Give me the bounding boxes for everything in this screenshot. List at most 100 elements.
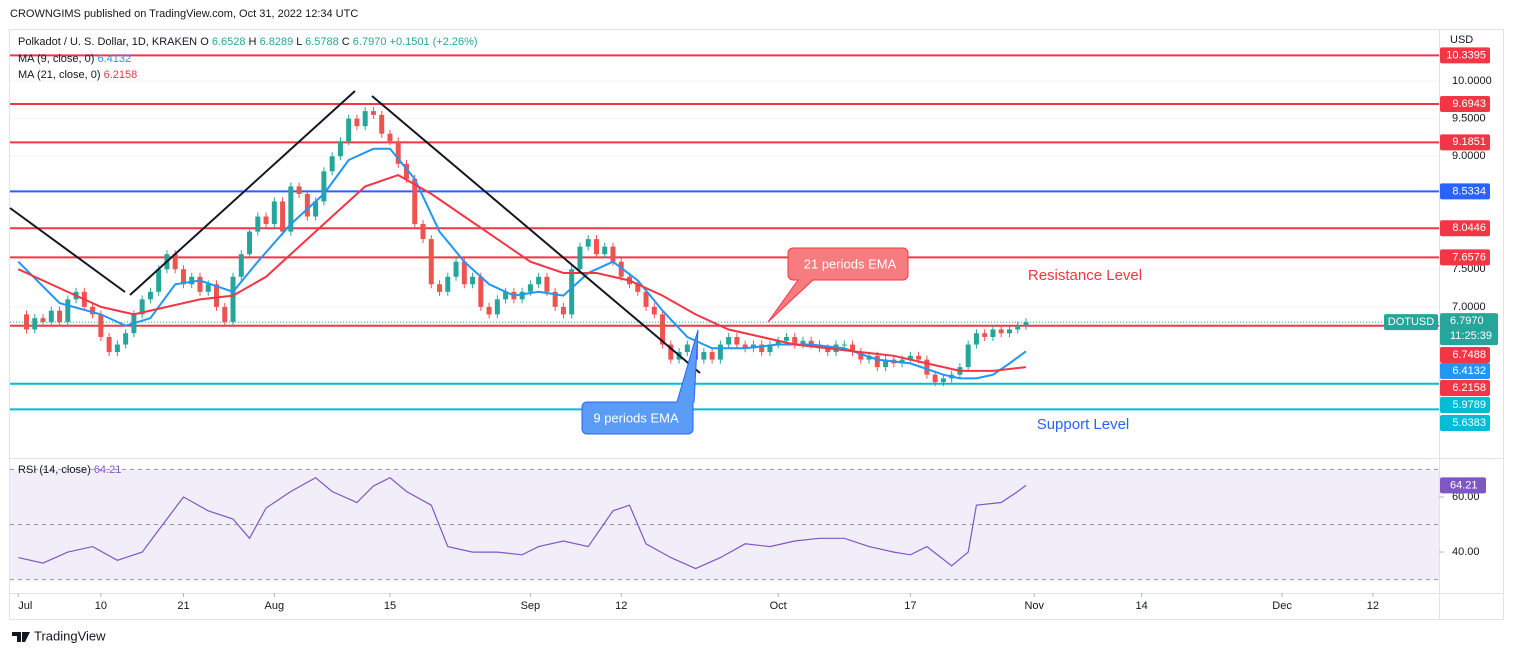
callout-ema21	[767, 247, 909, 323]
x-tick-label: Nov	[1024, 600, 1044, 612]
change: +0.1501	[390, 36, 430, 48]
candle-body	[48, 310, 54, 322]
level-label-bg	[1440, 415, 1490, 431]
candle-body	[230, 276, 236, 322]
x-tick-label: 14	[1136, 600, 1148, 612]
rsi-value-tag: 64.21	[1450, 479, 1478, 491]
candle-body	[783, 337, 789, 341]
candle-body	[387, 133, 393, 142]
candle-body	[470, 276, 476, 285]
candle-body	[965, 344, 971, 368]
candle-body	[156, 269, 162, 292]
level-label-bg	[1440, 134, 1490, 151]
candle-body	[114, 344, 120, 353]
candle-body	[940, 378, 946, 383]
candle-body	[40, 318, 46, 322]
countdown: 11:25:39	[1450, 330, 1492, 342]
level-label-bg	[1440, 397, 1490, 413]
change-pct: (+2.26%)	[433, 36, 478, 48]
candle-body	[527, 284, 533, 292]
candle-body	[106, 337, 112, 353]
level-label: 9.1851	[1452, 136, 1486, 148]
candle-body	[379, 114, 385, 134]
last-price-label: 6.7970	[1450, 315, 1484, 327]
currency: USD	[1450, 34, 1473, 46]
level-label-bg	[1440, 183, 1490, 200]
ohlc-key: L	[296, 36, 302, 48]
candle-body	[982, 333, 988, 338]
candle-body	[205, 284, 211, 292]
candle-body	[593, 239, 599, 255]
last-price-bg	[1440, 313, 1498, 346]
candle-body	[321, 171, 327, 202]
candle-body	[189, 276, 195, 285]
candle-body	[313, 201, 319, 217]
candle-body	[238, 254, 244, 277]
candle-body	[329, 156, 335, 172]
symbol-tag-bg	[1384, 314, 1438, 331]
trend-line	[129, 90, 356, 296]
level-label: 7.6576	[1452, 251, 1486, 263]
ohlc-value: 6.8289	[260, 36, 294, 48]
candle-body	[775, 340, 781, 345]
candle-body	[916, 355, 922, 360]
x-tick-label: 10	[95, 600, 107, 612]
candle-body	[602, 246, 608, 255]
callout-ema9	[581, 329, 699, 435]
candle-body	[519, 291, 525, 300]
candle-body	[98, 314, 104, 338]
x-tick-label: 15	[384, 600, 396, 612]
candle-body	[932, 374, 938, 383]
candle-body	[651, 306, 657, 315]
level-label-bg	[1440, 95, 1490, 112]
rsi-tick-label: 60.00	[1452, 491, 1480, 503]
candle-body	[544, 276, 550, 292]
candle-body	[362, 111, 368, 127]
candle-body	[643, 291, 649, 307]
candle-body	[263, 216, 269, 225]
candle-body	[800, 340, 806, 345]
candle-body	[461, 261, 467, 285]
y-tick-label: 7.5000	[1452, 263, 1486, 275]
rsi-name: RSI (14, close)	[18, 464, 91, 476]
candle-body	[709, 352, 715, 360]
rsi-line	[18, 476, 1027, 570]
trend-lines	[9, 90, 701, 374]
candle-body	[247, 231, 253, 255]
level-label: 8.0446	[1452, 222, 1486, 234]
candle-body	[701, 352, 707, 360]
candle-body	[841, 344, 847, 346]
candle-body	[808, 340, 814, 345]
marks: 10.0000 9.5000 9.0000 7.5000 7.0000 Jul 10 21 Au…	[10, 47, 1498, 612]
frame	[9, 29, 1504, 620]
candle-body	[684, 344, 690, 353]
candle-body	[139, 299, 145, 315]
candle-body	[998, 329, 1004, 334]
ohlc-value: 6.5788	[305, 36, 339, 48]
x-tick-label: Aug	[265, 600, 285, 612]
candle-body	[90, 306, 96, 315]
candle-body	[255, 216, 261, 232]
candle-body	[907, 355, 913, 360]
candle-body	[883, 359, 889, 368]
ma-line	[17, 147, 1027, 380]
ohlc-key: C	[342, 36, 350, 48]
candle-body	[222, 306, 228, 322]
candle-body	[65, 299, 71, 322]
candle-body	[453, 261, 459, 277]
candle-body	[825, 348, 831, 353]
candle-body	[180, 269, 186, 285]
annotation: Support Level	[1037, 416, 1130, 433]
x-tick-label: 17	[904, 600, 916, 612]
ohlc-value: 6.7970	[353, 36, 387, 48]
candle-body	[668, 344, 674, 360]
publisher-header: CROWNGIMS published on TradingView.com, …	[10, 8, 358, 20]
candle-body	[560, 306, 566, 315]
rsi-tick-label: 40.00	[1452, 546, 1480, 558]
candle-body	[552, 291, 558, 307]
candle-body	[24, 314, 30, 330]
level-label: 9.6943	[1452, 98, 1486, 110]
level-label: 6.7488	[1452, 349, 1486, 361]
candle-body	[618, 261, 624, 277]
